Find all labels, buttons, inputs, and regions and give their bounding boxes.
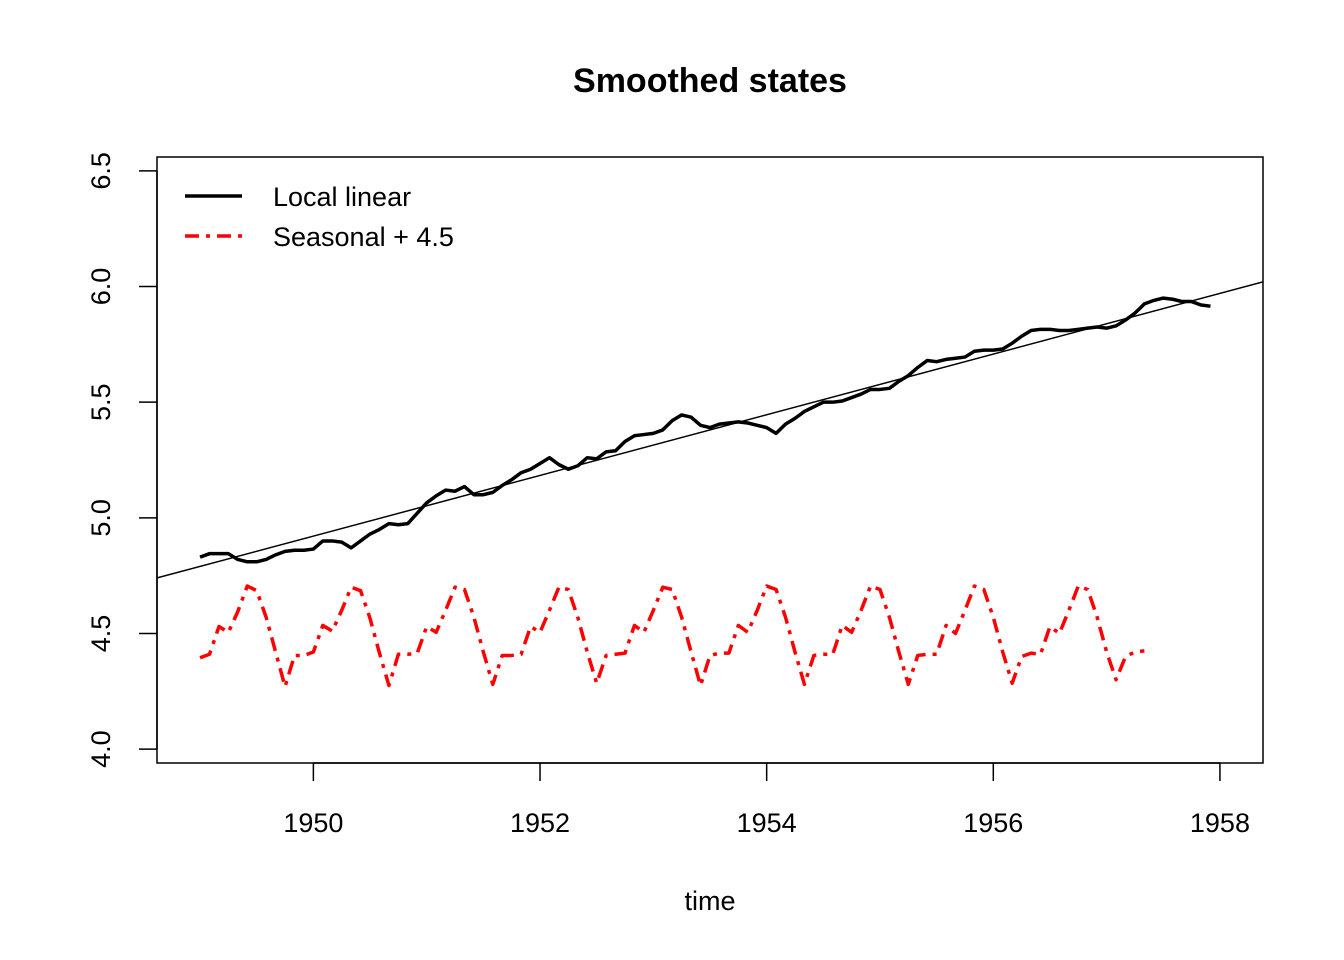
y-tick-label: 4.5 xyxy=(86,615,116,653)
series-trend-line xyxy=(157,281,1263,579)
y-tick-label: 4.0 xyxy=(86,730,116,768)
x-tick-label: 1950 xyxy=(283,808,343,838)
legend-label-local-linear: Local linear xyxy=(273,182,411,212)
series-line-local-linear xyxy=(199,296,1211,564)
y-tick-label: 5.0 xyxy=(86,499,116,537)
series-layer xyxy=(157,281,1263,689)
x-axis: 1950 1952 1954 1956 1958 xyxy=(283,762,1250,838)
legend-label-seasonal: Seasonal + 4.5 xyxy=(273,222,454,252)
chart-title: Smoothed states xyxy=(573,62,847,100)
x-tick-label: 1954 xyxy=(737,808,797,838)
y-axis: 4.0 4.5 5.0 5.5 6.0 6.5 xyxy=(86,152,158,768)
x-tick-label: 1956 xyxy=(963,808,1023,838)
series-line-seasonal xyxy=(199,584,1145,689)
legend: Local linear Seasonal + 4.5 xyxy=(185,182,454,252)
x-tick-label: 1958 xyxy=(1190,808,1250,838)
x-tick-label: 1952 xyxy=(510,808,570,838)
y-tick-label: 6.0 xyxy=(86,268,116,306)
x-axis-title: time xyxy=(684,886,735,916)
y-tick-label: 5.5 xyxy=(86,383,116,421)
y-tick-label: 6.5 xyxy=(86,152,116,190)
